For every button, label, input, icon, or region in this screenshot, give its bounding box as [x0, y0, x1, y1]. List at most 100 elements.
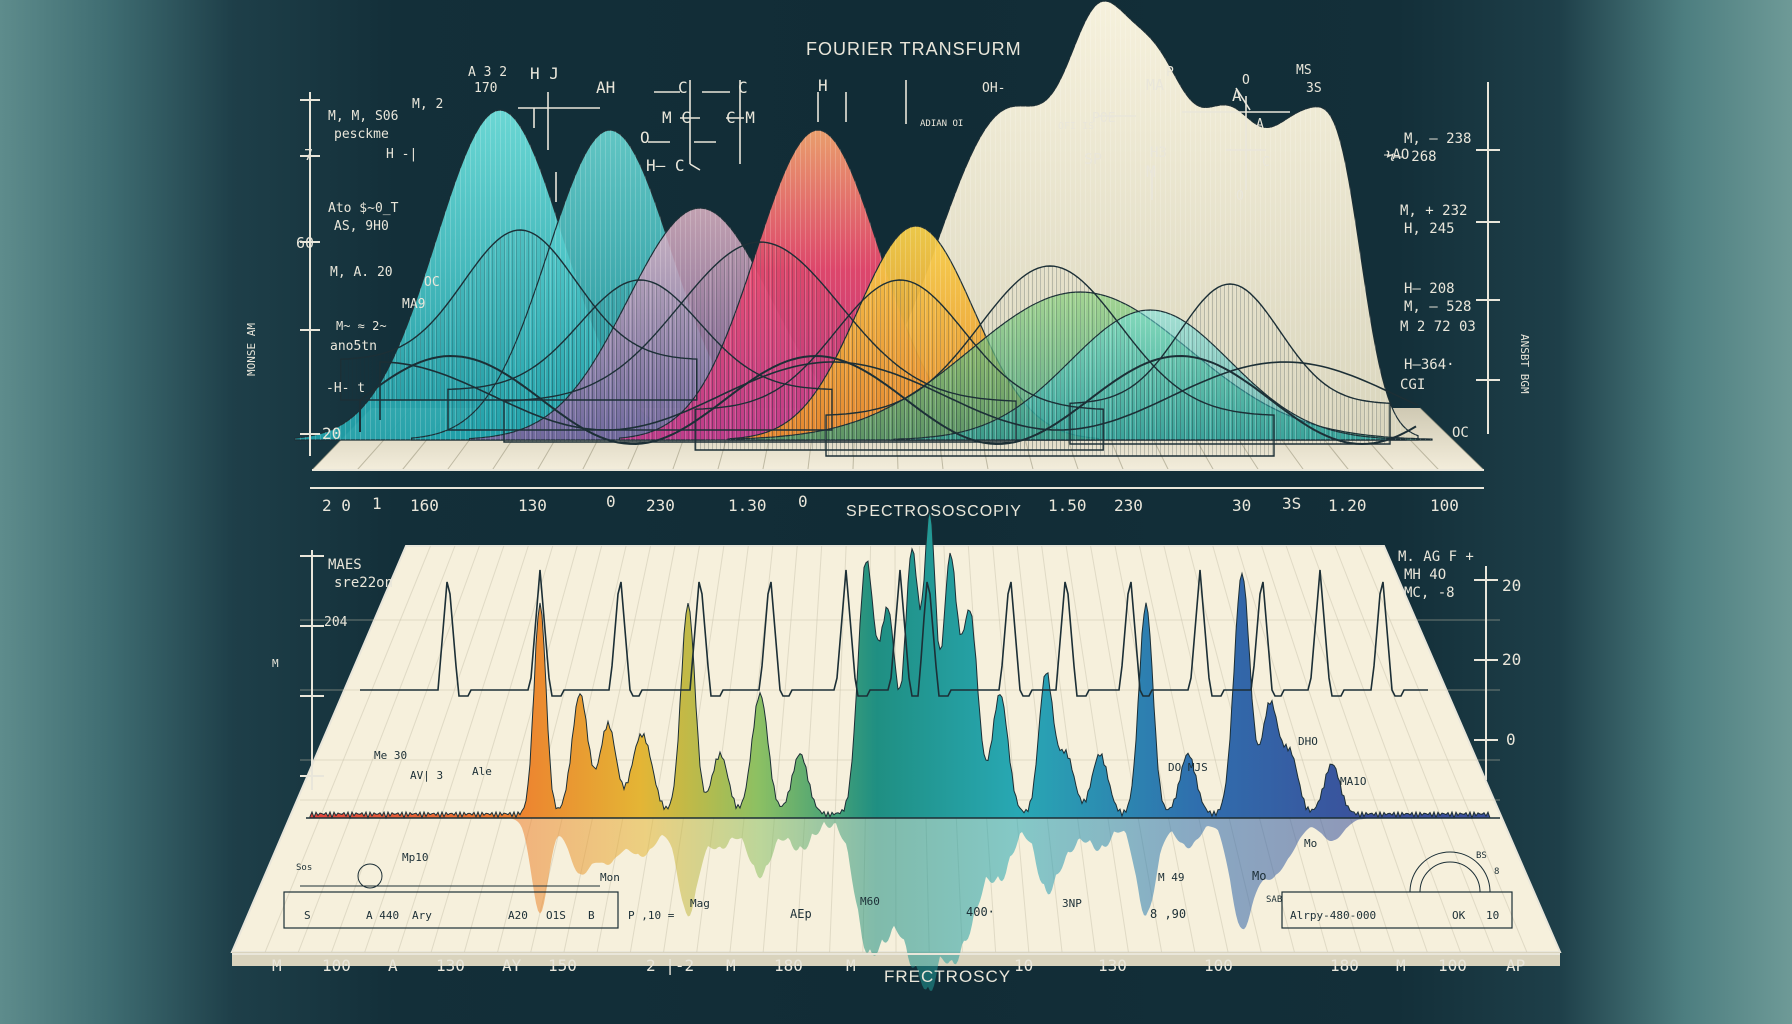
peak-label-4: Mon: [600, 871, 620, 884]
top-annotation-23: C: [1262, 155, 1270, 170]
top-annotation-14: MS: [1296, 63, 1312, 78]
middle-title: SPECTROSOSCOPIY: [846, 503, 1022, 520]
peak-label-12: DO MJS: [1168, 761, 1208, 774]
peak-label-14: MA1O: [1340, 775, 1367, 788]
top-annotation-6: M C: [662, 108, 691, 127]
left-annotation-11: -H- t: [326, 381, 366, 396]
top-annotation-18: POE: [1092, 111, 1116, 126]
bottom-title: FRECTROSCY: [884, 967, 1012, 986]
grid-line: [264, 545, 431, 953]
top-annotation-17: O: [1242, 73, 1250, 88]
lower-axis-label-15: 100: [1438, 956, 1467, 975]
rainbow-spectrum-mirror: [320, 818, 1480, 991]
top-annotation-16: A: [1232, 86, 1242, 105]
upper-axis-label-7: 0: [798, 492, 808, 511]
right-lower-scale-0: 0: [1506, 730, 1516, 749]
rainbow-spectrum: [309, 510, 1491, 820]
top-annotation-7: C M: [726, 108, 755, 127]
grid-line: [1065, 545, 1129, 953]
chem-structure-lines: [518, 80, 1290, 202]
top-annotation-12: P: [1166, 65, 1174, 80]
grid-line: [430, 545, 554, 953]
bottom-box-left-label-3: A20: [508, 909, 528, 922]
left-scale-bar-lower: [300, 550, 324, 790]
bottom-box-left-label-1: A 440: [366, 909, 400, 922]
peak-label-7: M60: [860, 895, 880, 908]
lower-left-annotation-2: 204: [324, 615, 348, 630]
grid-line: [1261, 545, 1395, 953]
bottom-box-left-label-0: S: [304, 909, 311, 922]
top-annotation-25: ADIAN OI: [920, 119, 964, 129]
peak-label-0: Me 30: [374, 749, 408, 762]
upper-axis-label-1: 1: [372, 494, 382, 513]
left-scale-60: 60: [296, 234, 315, 252]
left-scale-bar-upper: [300, 92, 320, 456]
ribbon-wave: [359, 354, 1417, 446]
bottom-corner-label-0: Sos: [296, 863, 313, 873]
lower-axis-label-14: M: [1396, 956, 1406, 975]
peak-label-13: DHO: [1298, 735, 1318, 748]
bottom-box-right-label-0: Alrpy-480-000: [1290, 909, 1377, 922]
peak-label-5: Mag: [690, 897, 710, 910]
lower-axis-label-9: M: [846, 956, 856, 975]
top-annotation-11: OH-: [982, 81, 1006, 96]
right-annotation-7: M 2 72 03: [1400, 319, 1476, 335]
peak-label-16: SAB: [1266, 895, 1283, 905]
upper-axis-label-9: 230: [1114, 496, 1143, 515]
grid-line: [1334, 545, 1495, 953]
top-annotation-8: O: [640, 128, 650, 147]
lower-left-annotation-1: sre22on: [334, 575, 394, 591]
upper-axis-label-0: 2 0: [322, 496, 351, 515]
top-annotation-9: H— C: [646, 156, 685, 175]
bottom-box-left-label-2: Ary: [412, 909, 432, 922]
peak-label-11: M 49: [1158, 871, 1185, 884]
lower-axis-label-5: 150: [548, 956, 577, 975]
lower-axis-label-12: 100: [1204, 956, 1233, 975]
grid-line: [364, 545, 505, 953]
grid-line: [696, 545, 749, 953]
top-annotation-15: 3S: [1306, 81, 1322, 96]
left-annotation-1: pesckme: [334, 127, 389, 142]
lower-left-annotation-3: M: [272, 657, 279, 670]
left-annotation-10: ano5tn: [330, 339, 377, 354]
grid-line: [762, 545, 798, 953]
right-lower-scale-20a: 20: [1502, 576, 1522, 595]
grid-line: [1310, 545, 1461, 953]
top-annotation-24: O: [1236, 189, 1244, 204]
peak-label-10: Mo: [1252, 869, 1267, 883]
left-side-label: MONSE AM: [245, 323, 258, 376]
top-annotation-26: OFI IS: [1058, 121, 1095, 132]
bottom-box-left-label-4: O1S: [546, 909, 566, 922]
top-annotation-13: MA: [1146, 76, 1165, 94]
lower-right-annotation-0: M. AG F +: [1398, 549, 1474, 565]
lower-right-annotation-2: MC, -8: [1404, 585, 1455, 601]
mesh-wave-5: [1069, 283, 1391, 445]
left-annotation-9: M~ ≈ 2~: [336, 319, 387, 333]
grid-line: [1041, 545, 1096, 953]
peak-label-17: 8 ,90: [1150, 907, 1187, 921]
right-side-label: ANSBT BGM: [1518, 334, 1531, 394]
peak-label-9: 3NP: [1062, 897, 1082, 910]
lower-axis-label-16: AP: [1506, 956, 1526, 975]
left-annotation-2: M, 2: [412, 97, 444, 112]
grid-line: [1285, 545, 1428, 953]
lower-axis-label-13: 180: [1330, 956, 1359, 975]
bottom-box-left-label-5: B: [588, 909, 595, 922]
right-annotation-0: M, — 238: [1404, 131, 1472, 147]
lower-axis-label-1: 100: [322, 956, 351, 975]
lower-paper-edge: [232, 952, 1560, 966]
bottom-box-right-label-2: 10: [1486, 909, 1500, 922]
grid-line: [1359, 545, 1528, 953]
lower-axis-label-2: A: [388, 956, 398, 975]
grid-line: [397, 545, 529, 953]
lower-axis-label-0: M: [272, 956, 282, 975]
lower-axis-label-3: 130: [436, 956, 465, 975]
top-annotation-0: A 3 2: [468, 65, 508, 80]
right-annotation-4: H, 245: [1404, 221, 1455, 237]
peak-label-1: AV| 3: [410, 769, 444, 782]
left-annotation-4: Ato $~0_T: [328, 201, 399, 216]
right-annotation-3: M, + 232: [1400, 203, 1468, 219]
right-annotation-5: H— 208: [1404, 281, 1455, 297]
